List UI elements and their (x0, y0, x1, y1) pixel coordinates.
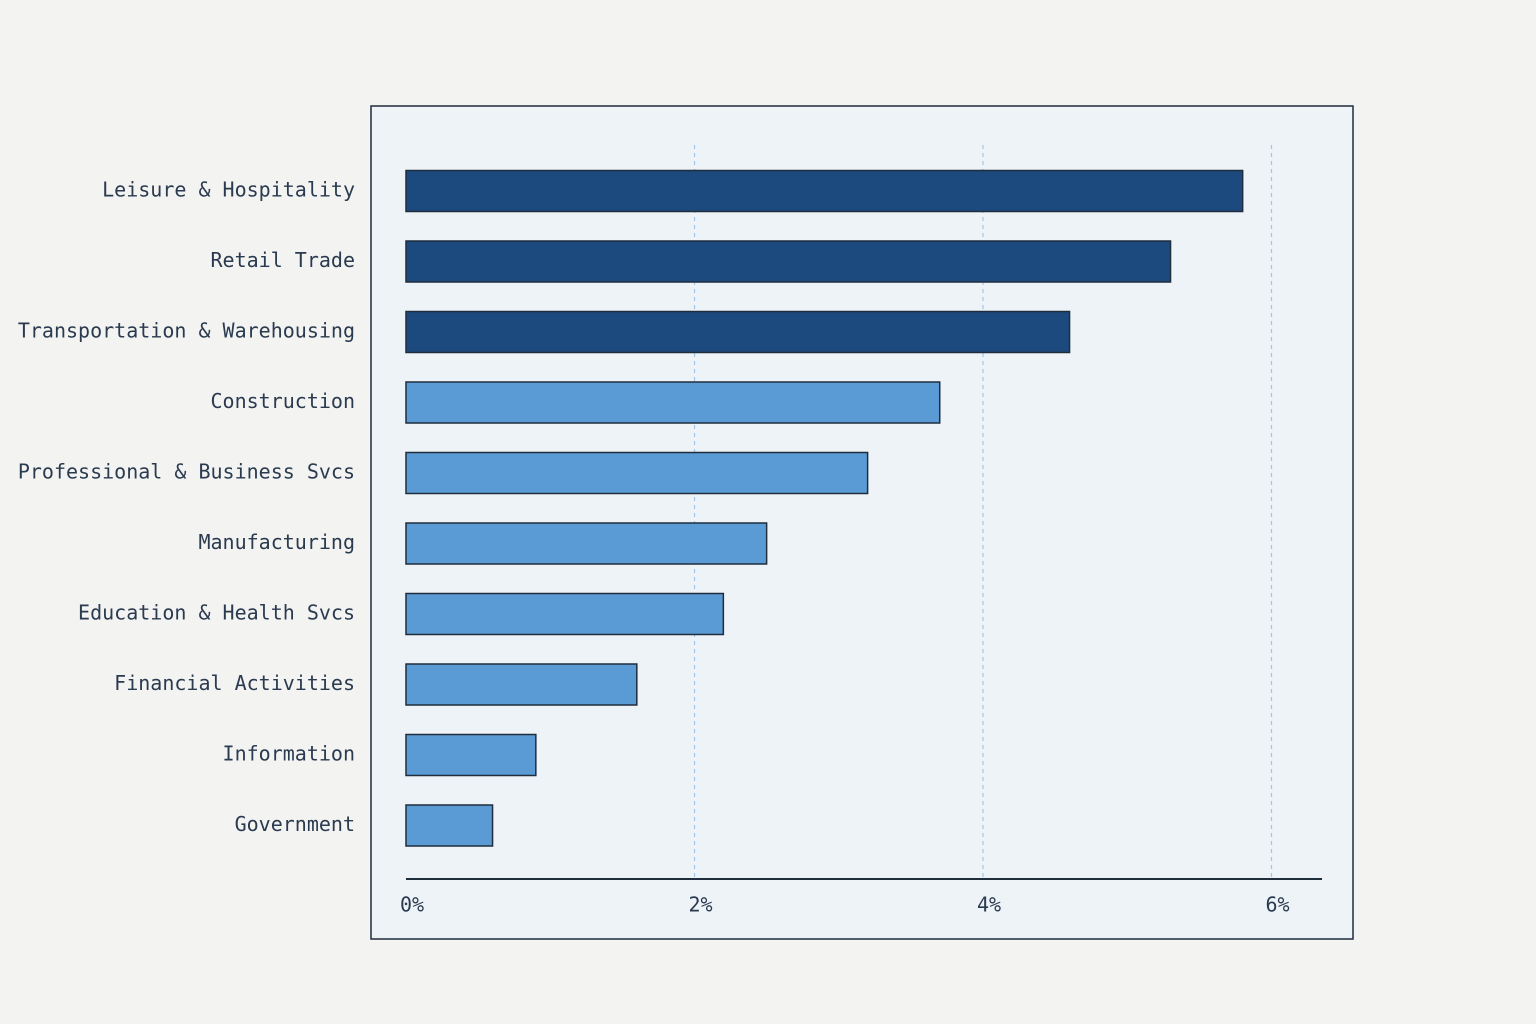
bar (405, 804, 494, 847)
bar (405, 451, 869, 495)
bar (405, 310, 1071, 354)
bar (405, 663, 638, 706)
y-tick-label: Government (235, 812, 355, 836)
bar (405, 733, 537, 777)
x-tick-label: 6% (1265, 893, 1289, 917)
y-tick-label: Construction (211, 389, 356, 413)
y-tick-label: Leisure & Hospitality (102, 178, 355, 202)
y-tick-label: Financial Activities (114, 671, 355, 695)
y-tick-label: Professional & Business Svcs (18, 460, 355, 484)
x-tick-label: 2% (688, 893, 712, 917)
bar (405, 381, 941, 424)
y-tick-label: Retail Trade (211, 248, 356, 272)
y-tick-label: Transportation & Warehousing (18, 319, 355, 343)
bar (405, 169, 1244, 213)
bar (405, 240, 1172, 283)
x-tick-label: 4% (977, 893, 1001, 917)
y-tick-label: Information (223, 742, 355, 766)
y-tick-label: Education & Health Svcs (78, 601, 355, 625)
x-tick-label: 0% (400, 893, 424, 917)
y-tick-label: Manufacturing (198, 530, 355, 554)
bar (405, 522, 768, 565)
bar (405, 592, 725, 636)
